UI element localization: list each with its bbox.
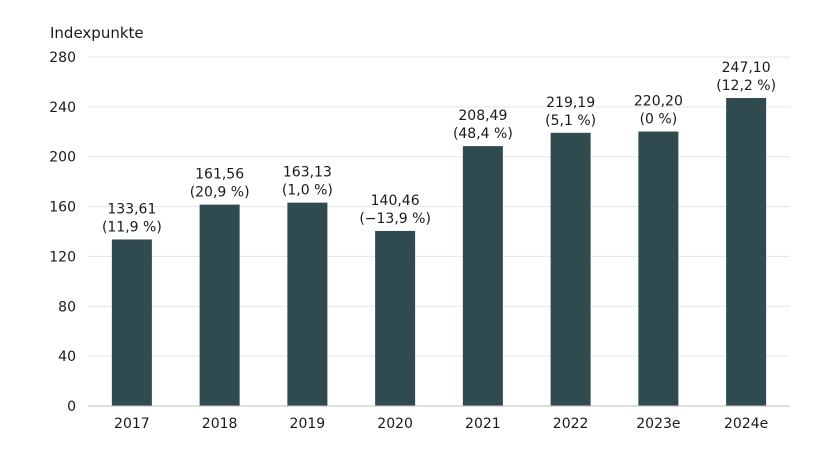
y-tick-label: 120 [49, 249, 76, 265]
data-label-value: 220,20 [634, 94, 683, 110]
data-label-change: (20,9 %) [190, 185, 250, 201]
bars [111, 98, 767, 406]
x-tick-label: 2023e [636, 416, 680, 432]
y-tick-label: 240 [49, 100, 76, 116]
bar [638, 131, 679, 406]
y-tick-label: 160 [49, 200, 76, 216]
data-label-change: (−13,9 %) [359, 211, 431, 227]
y-tick-label: 0 [67, 399, 76, 415]
y-tick-label: 40 [58, 349, 76, 365]
grid-lines [88, 56, 790, 357]
data-label-value: 208,49 [458, 108, 507, 124]
bar [287, 202, 328, 406]
x-tick-label: 2019 [290, 416, 326, 432]
bar [375, 230, 416, 406]
x-tick-label: 2024e [724, 416, 768, 432]
y-tick-label: 200 [49, 150, 76, 166]
x-tick-label: 2017 [114, 416, 150, 432]
bar [462, 146, 503, 406]
bar [111, 239, 152, 406]
data-label-change: (5,1 %) [545, 113, 596, 129]
x-tick-labels: 2017 2018 2019 2020 2021 2022 2023e 2024e [114, 416, 768, 432]
y-tick-label: 80 [58, 299, 76, 315]
data-label-change: (11,9 %) [102, 219, 162, 235]
data-label-change: (0 %) [640, 112, 678, 128]
data-label-value: 133,61 [107, 201, 156, 217]
data-label-value: 219,19 [546, 95, 595, 111]
bar [550, 132, 591, 406]
data-labels: 133,61 (11,9 %) 161,56 (20,9 %) 163,13 (1,0 %… [102, 60, 776, 235]
data-label-value: 140,46 [371, 193, 420, 209]
data-label-value: 163,13 [283, 165, 332, 181]
y-tick-label: 280 [49, 50, 76, 66]
data-label-change: (12,2 %) [716, 78, 776, 94]
x-tick-label: 2021 [465, 416, 501, 432]
x-tick-label: 2022 [553, 416, 589, 432]
bar [726, 98, 767, 406]
x-tick-label: 2020 [377, 416, 413, 432]
bar [199, 204, 240, 406]
y-tick-labels: 0 40 80 120 160 200 240 280 [49, 50, 76, 415]
x-tick-label: 2018 [202, 416, 238, 432]
data-label-value: 247,10 [722, 60, 771, 76]
y-axis-label: Indexpunkte [50, 24, 144, 42]
data-label-change: (48,4 %) [453, 126, 513, 142]
data-label-value: 161,56 [195, 167, 244, 183]
data-label-change: (1,0 %) [282, 183, 333, 199]
